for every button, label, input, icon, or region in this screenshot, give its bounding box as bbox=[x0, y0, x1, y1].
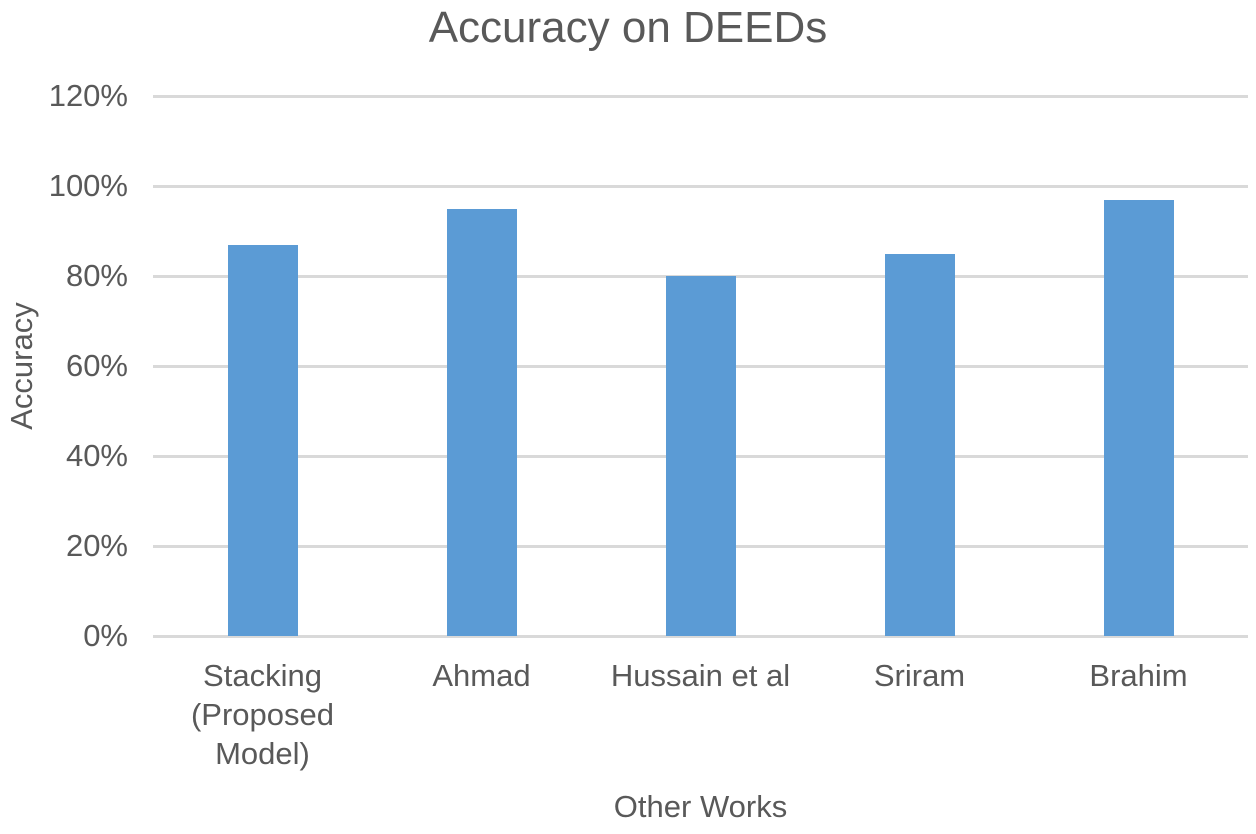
x-tick-cell: Hussain et al bbox=[591, 656, 810, 773]
y-tick-label: 80% bbox=[65, 258, 128, 293]
gridline bbox=[153, 184, 1248, 188]
bar-stacking-proposed-model bbox=[227, 244, 298, 636]
y-tick-label: 0% bbox=[83, 618, 128, 653]
gridline bbox=[153, 634, 1248, 638]
y-tick-label: 40% bbox=[65, 438, 128, 473]
x-axis-title: Other Works bbox=[613, 789, 788, 824]
x-tick-label-hussain-et-al: Hussain et al bbox=[610, 658, 791, 693]
y-tick-label: 100% bbox=[48, 168, 128, 203]
x-tick-label-brahim: Brahim bbox=[1089, 658, 1188, 693]
x-tick-label-ahmad: Ahmad bbox=[432, 658, 531, 693]
x-axis-ticks: Stacking (Proposed Model) Ahmad Hussain et a… bbox=[153, 656, 1248, 773]
x-tick-label-sriram: Sriram bbox=[873, 658, 966, 693]
bar-sriram bbox=[884, 253, 955, 636]
gridline bbox=[153, 94, 1248, 98]
x-tick-cell: Ahmad bbox=[372, 656, 591, 773]
x-tick-cell: Stacking (Proposed Model) bbox=[153, 656, 372, 773]
bar-ahmad bbox=[446, 208, 517, 636]
y-tick-label: 60% bbox=[65, 348, 128, 383]
y-tick-label: 20% bbox=[65, 528, 128, 563]
y-axis-ticks: 0% 20% 40% 60% 80% 100% 120% bbox=[28, 78, 128, 653]
bar-brahim bbox=[1103, 199, 1174, 636]
bar-hussain-et-al bbox=[665, 276, 736, 636]
chart-title: Accuracy on DEEDs bbox=[428, 3, 828, 52]
plot-area bbox=[153, 94, 1248, 638]
x-tick-cell: Sriram bbox=[810, 656, 1029, 773]
y-tick-label: 120% bbox=[48, 78, 128, 113]
x-tick-label-stacking-proposed-model: Stacking (Proposed Model) bbox=[190, 658, 335, 771]
x-tick-cell: Brahim bbox=[1029, 656, 1248, 773]
